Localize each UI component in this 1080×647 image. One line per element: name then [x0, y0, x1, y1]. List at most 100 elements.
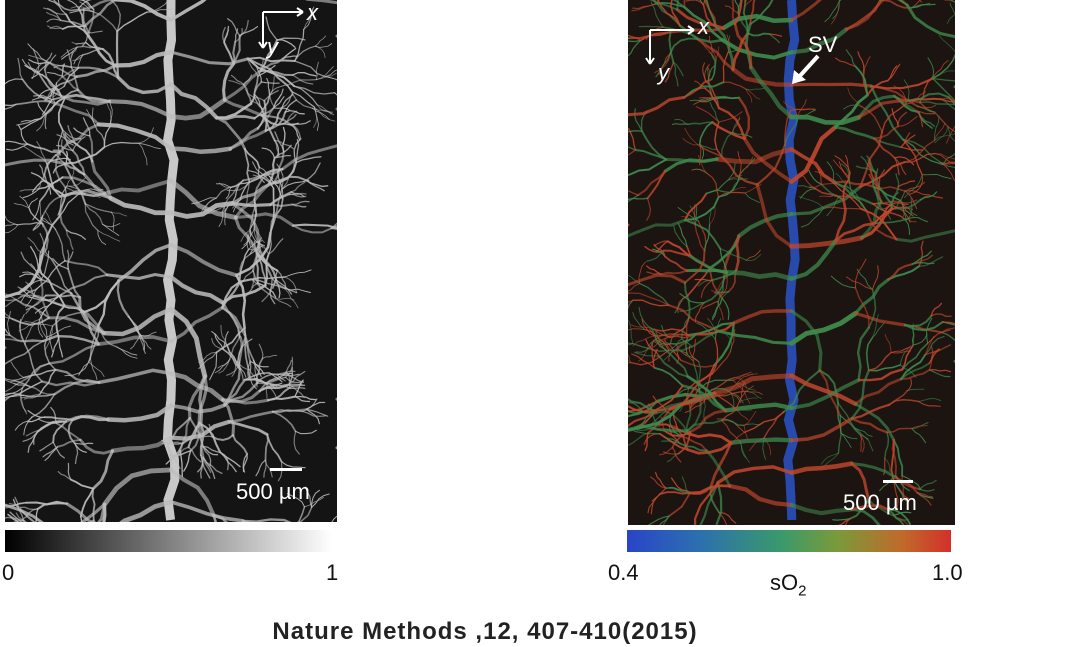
- vessel-segment: [647, 515, 670, 525]
- vessel-segment: [900, 132, 911, 148]
- vessel-segment: [857, 99, 911, 119]
- vessel-segment: [808, 169, 822, 185]
- vessel-segment: [840, 432, 858, 440]
- vessel-segment: [887, 509, 905, 525]
- vessel-segment: [116, 279, 130, 318]
- vessel-segment: [168, 419, 232, 441]
- vessel-segment: [18, 318, 26, 346]
- vessel-segment: [177, 446, 190, 463]
- vessel-segment: [284, 356, 294, 378]
- vessel-segment: [82, 8, 90, 33]
- vessel-segment: [255, 459, 267, 477]
- vessel-segment: [840, 432, 852, 448]
- vessel-segment: [798, 172, 817, 190]
- vessel-segment: [789, 147, 837, 185]
- vessel-segment: [628, 342, 634, 345]
- vessel-segment: [822, 206, 862, 210]
- vessel-segment: [237, 360, 247, 378]
- vessel-segment: [28, 197, 38, 209]
- vessel-segment: [713, 96, 740, 100]
- vessel-segment: [874, 171, 883, 203]
- vessel-segment: [850, 369, 870, 420]
- vessel-segment: [304, 496, 324, 508]
- vessel-segment: [683, 81, 725, 99]
- vessel-segment: [218, 182, 232, 188]
- vessel-segment: [215, 183, 232, 188]
- vessel-segment: [22, 271, 43, 281]
- vessel-segment: [237, 346, 243, 370]
- vessel-segment: [890, 350, 911, 354]
- so2-colorbar: [627, 530, 951, 552]
- vessel-segment: [703, 224, 711, 252]
- superior-vessel-label: SV: [808, 32, 838, 57]
- vessel-segment: [47, 25, 64, 30]
- vessel-segment: [628, 328, 646, 331]
- vessel-segment: [747, 32, 771, 37]
- vessel-segment: [293, 85, 318, 106]
- axis-arrows-icon: [645, 25, 695, 65]
- vessel-segment: [273, 88, 284, 108]
- vessel-segment: [672, 61, 679, 87]
- vessel-segment: [113, 49, 174, 68]
- vessel-segment: [97, 230, 107, 245]
- vessel-segment: [693, 481, 720, 525]
- vessel-segment: [17, 294, 37, 300]
- vessel-segment: [673, 225, 688, 248]
- vessel-segment: [84, 203, 104, 225]
- vessel-segment: [70, 478, 95, 490]
- vessel-segment: [948, 96, 955, 106]
- vessel-segment: [45, 162, 62, 198]
- vessel-segment: [850, 504, 890, 512]
- vessel-segment: [295, 156, 322, 164]
- vessel-segment: [847, 186, 867, 211]
- vessel-segment: [628, 292, 630, 295]
- vessel-segment: [305, 179, 325, 192]
- vessel-segment: [39, 176, 64, 203]
- vessel-segment: [14, 416, 33, 431]
- vessel-segment: [33, 427, 42, 445]
- vessel-segment: [263, 99, 268, 132]
- vessel-segment: [220, 201, 234, 213]
- vessel-segment: [685, 316, 690, 340]
- vessel-segment: [253, 228, 264, 249]
- vessel-segment: [856, 268, 874, 291]
- vessel-segment: [97, 230, 121, 242]
- vessel-segment: [837, 517, 851, 525]
- vessel-segment: [884, 457, 891, 473]
- vessel-segment: [744, 0, 753, 7]
- vessel-segment: [78, 0, 92, 9]
- vessel-segment: [906, 378, 912, 392]
- vessel-segment: [727, 483, 794, 508]
- vessel-segment: [27, 416, 46, 423]
- vessel-segment: [314, 35, 327, 47]
- vessel-segment: [102, 502, 107, 522]
- vessel-segment: [58, 192, 81, 218]
- vessel-segment: [783, 101, 799, 118]
- vessel-segment: [266, 383, 278, 399]
- vessel-segment: [897, 115, 918, 127]
- vessel-segment: [845, 154, 851, 173]
- vessel-segment: [721, 400, 741, 422]
- vessel-segment: [230, 180, 276, 205]
- vessel-segment: [843, 104, 862, 110]
- vessel-segment: [275, 298, 292, 308]
- vessel-segment: [763, 411, 784, 439]
- vessel-segment: [63, 162, 87, 205]
- vessel-segment: [315, 72, 337, 81]
- vessel-segment: [15, 100, 52, 106]
- vessel-segment: [871, 314, 879, 339]
- axis-y-label: y: [658, 60, 669, 85]
- vessel-segment: [633, 108, 643, 132]
- vessel-segment: [42, 446, 59, 458]
- vessel-segment: [680, 359, 715, 368]
- vessel-segment: [930, 302, 943, 317]
- vessel-segment: [276, 171, 284, 200]
- vessel-segment: [689, 389, 699, 409]
- vessel-segment: [891, 438, 897, 477]
- vessel-segment: [632, 342, 670, 352]
- vessel-segment: [789, 378, 861, 410]
- vessel-segment: [259, 70, 294, 76]
- vessel-segment: [660, 269, 688, 276]
- vessel-segment: [743, 424, 748, 440]
- vessel-segment: [61, 75, 79, 91]
